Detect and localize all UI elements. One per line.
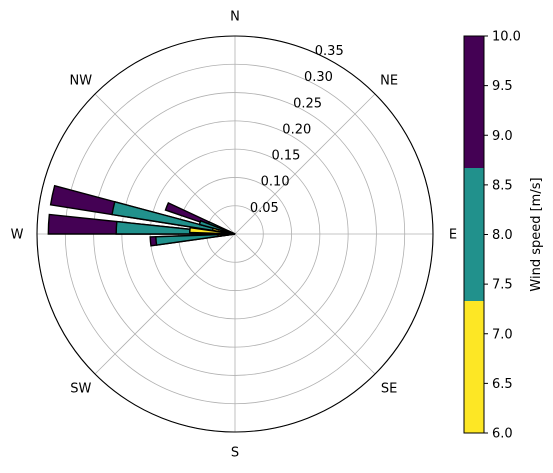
direction-label: E: [449, 228, 457, 243]
colorbar-tick-label: 7.0: [492, 327, 513, 342]
direction-label: SW: [70, 382, 91, 397]
colorbar: 6.0 6.5 7.0 7.5 8.0 8.5 9.0 9.5 10.0 Wind speed […: [463, 30, 544, 442]
colorbar-tick-label: 8.5: [492, 178, 513, 193]
direction-label: W: [11, 228, 24, 243]
colorbar-tick-label: 6.5: [492, 377, 513, 392]
polar-frame: [36, 35, 434, 433]
radial-tick-label: 0.35: [315, 44, 344, 59]
direction-label: SE: [381, 382, 397, 397]
direction-label: NE: [380, 73, 398, 88]
direction-label: NW: [70, 73, 93, 88]
radial-tick-label: 0.30: [304, 70, 333, 85]
colorbar-tick-label: 9.0: [492, 129, 513, 144]
colorbar-tick-label: 9.5: [492, 79, 513, 94]
windrose-bars: [47, 184, 236, 247]
colorbar-tick-label: 8.0: [492, 228, 513, 243]
colorbar-tick-label: 7.5: [492, 278, 513, 293]
grid-spoke: [234, 233, 376, 375]
direction-labels: N NE E SE S SW W NW: [11, 10, 458, 461]
grid-spoke: [234, 93, 376, 235]
grid-spoke: [94, 93, 236, 235]
windrose-bar-segment: [189, 226, 236, 235]
colorbar-segment: [464, 168, 484, 301]
colorbar-segment: [464, 36, 484, 169]
radial-tick-labels: 0.05 0.10 0.15 0.20 0.25 0.30 0.35: [250, 44, 344, 216]
polar-outline: [36, 35, 434, 433]
radial-tick-label: 0.10: [261, 175, 290, 190]
colorbar-label: Wind speed [m/s]: [529, 177, 544, 291]
colorbar-segment: [464, 300, 484, 433]
windrose-bar-segment: [198, 219, 236, 235]
radial-tick-label: 0.15: [271, 149, 300, 164]
radial-tick-label: 0.05: [250, 201, 279, 216]
windrose-bar-segment: [155, 233, 236, 246]
radial-tick-label: 0.20: [282, 122, 311, 137]
direction-label: N: [230, 10, 240, 25]
colorbar-tick-label: 10.0: [492, 30, 521, 45]
direction-label: S: [231, 446, 239, 461]
grid-spoke: [94, 233, 236, 375]
colorbar-tick-label: 6.0: [492, 427, 513, 442]
radial-tick-label: 0.25: [293, 96, 322, 111]
